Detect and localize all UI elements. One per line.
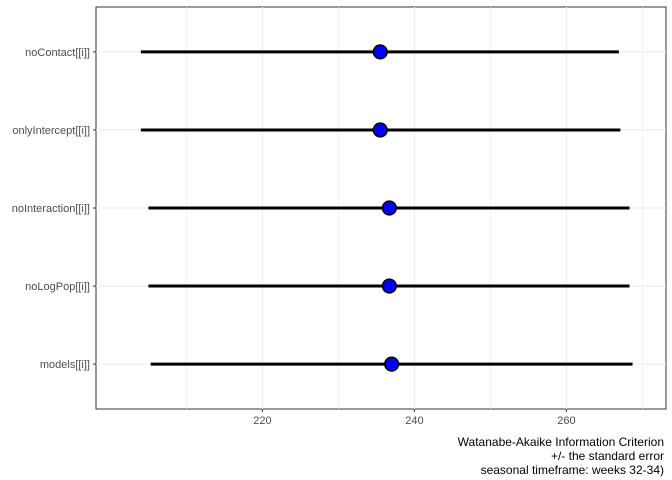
x-tick-label: 260	[557, 415, 575, 427]
point-estimate	[372, 44, 388, 60]
x-axis-title-line-1: Watanabe-Akaike Information Criterion	[458, 435, 664, 449]
point-estimate	[381, 278, 397, 294]
y-tick-label: noInteraction[[i]]	[12, 203, 90, 215]
x-tick-label: 240	[405, 415, 423, 427]
point-estimate	[372, 122, 388, 138]
point-estimate	[384, 356, 400, 372]
y-tick-labels: noContact[[i]] onlyIntercept[[i]] noIntera…	[12, 47, 96, 371]
y-tick-label: onlyIntercept[[i]]	[12, 125, 90, 137]
y-tick-label: models[[i]]	[40, 359, 90, 371]
point-estimates	[372, 44, 400, 372]
y-tick-label: noLogPop[[i]]	[25, 281, 90, 293]
x-tick-labels: 220 240 260	[253, 409, 576, 427]
x-axis-title-line-2: +/- the standard error	[551, 449, 664, 463]
x-axis-title: Watanabe-Akaike Information Criterion +/…	[458, 435, 664, 477]
x-tick-label: 220	[253, 415, 271, 427]
y-tick-label: noContact[[i]]	[25, 47, 90, 59]
point-estimate	[381, 200, 397, 216]
x-axis-title-line-3: seasonal timeframe: weeks 32-34)	[481, 463, 664, 477]
